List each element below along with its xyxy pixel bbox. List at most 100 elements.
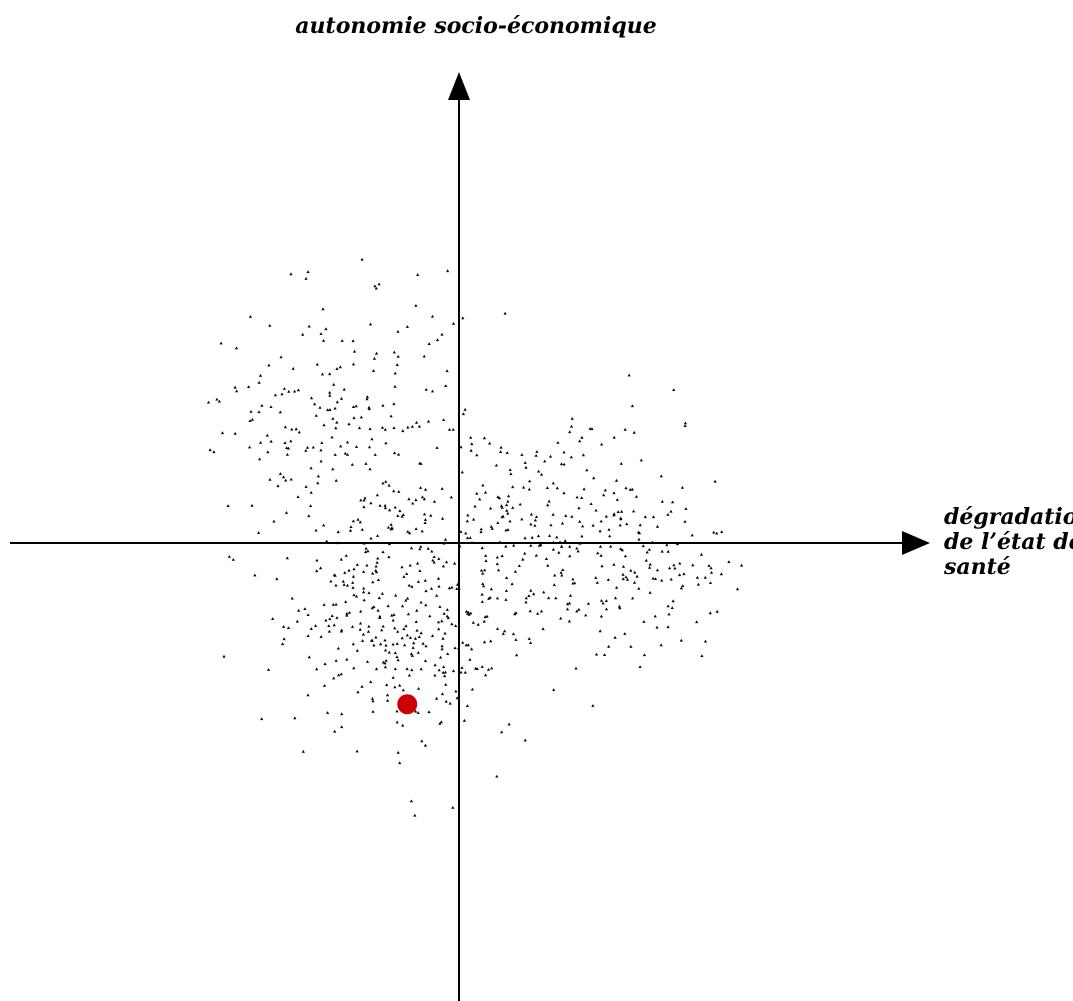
data-point xyxy=(364,550,368,554)
data-point xyxy=(691,563,695,567)
data-point xyxy=(247,385,251,388)
data-point xyxy=(599,519,603,523)
data-point xyxy=(577,607,581,611)
data-point xyxy=(362,505,366,509)
data-point xyxy=(396,751,400,754)
data-point xyxy=(336,541,340,545)
data-point xyxy=(407,673,411,677)
data-point xyxy=(575,609,579,613)
data-point xyxy=(366,549,370,553)
data-point xyxy=(414,709,418,713)
data-point xyxy=(289,439,293,443)
data-point xyxy=(374,286,378,290)
data-point xyxy=(426,546,430,550)
data-point xyxy=(512,543,516,547)
data-point xyxy=(401,723,405,727)
data-point xyxy=(333,574,337,577)
data-point xyxy=(647,548,651,551)
data-point xyxy=(480,600,484,603)
data-point xyxy=(369,501,373,505)
data-point xyxy=(580,496,584,499)
data-point xyxy=(422,354,426,358)
data-point xyxy=(392,402,396,406)
data-point xyxy=(681,584,685,588)
data-point xyxy=(683,520,687,523)
data-point xyxy=(359,498,363,502)
data-point xyxy=(273,393,277,397)
data-point xyxy=(432,560,436,564)
data-point xyxy=(339,629,343,633)
data-point xyxy=(257,531,261,534)
data-point xyxy=(386,698,390,702)
data-point xyxy=(419,631,423,635)
data-point xyxy=(521,557,525,561)
data-point xyxy=(334,478,338,482)
data-point xyxy=(684,507,688,510)
y-axis-label: autonomie socio-économique xyxy=(295,13,656,39)
data-point xyxy=(609,544,613,548)
data-point xyxy=(280,392,284,396)
data-point xyxy=(362,598,366,602)
data-point xyxy=(343,571,347,574)
data-point xyxy=(437,557,441,560)
data-point xyxy=(552,688,556,691)
data-point xyxy=(363,496,367,500)
data-point xyxy=(368,427,372,431)
data-point xyxy=(393,685,397,689)
data-point xyxy=(442,665,446,669)
data-point xyxy=(699,552,703,556)
data-point xyxy=(338,365,342,369)
data-point xyxy=(248,315,252,318)
data-point xyxy=(410,654,414,657)
data-point xyxy=(374,351,379,355)
data-point xyxy=(370,697,374,700)
data-point xyxy=(580,435,584,439)
data-point xyxy=(428,614,432,618)
data-point xyxy=(719,572,723,576)
data-point xyxy=(374,635,378,639)
data-point xyxy=(379,642,383,646)
data-point xyxy=(536,612,540,615)
data-point xyxy=(393,651,397,655)
data-point xyxy=(497,496,502,500)
data-point xyxy=(544,557,548,560)
data-point xyxy=(406,530,410,533)
data-point xyxy=(222,654,226,658)
data-point xyxy=(360,528,364,531)
data-point xyxy=(495,555,499,559)
data-point xyxy=(415,608,419,612)
data-point xyxy=(391,618,395,622)
data-point xyxy=(364,462,368,465)
data-point xyxy=(464,609,468,613)
data-point xyxy=(391,642,395,646)
data-point xyxy=(533,518,537,522)
data-point xyxy=(594,508,598,512)
data-point xyxy=(483,568,487,572)
data-point xyxy=(347,422,351,426)
data-point xyxy=(653,614,657,618)
data-point xyxy=(715,531,719,535)
data-point xyxy=(334,602,338,606)
data-point xyxy=(406,425,410,429)
data-point xyxy=(695,575,699,579)
data-point xyxy=(560,521,565,525)
data-point xyxy=(679,586,683,590)
data-point xyxy=(287,389,291,393)
data-point xyxy=(426,419,431,423)
data-point xyxy=(475,491,479,495)
data-point xyxy=(315,569,319,573)
data-point xyxy=(435,696,439,700)
data-point xyxy=(524,600,528,604)
data-point xyxy=(435,446,439,449)
data-point xyxy=(324,327,328,331)
data-point xyxy=(400,565,404,569)
data-point xyxy=(383,506,387,510)
data-point xyxy=(388,508,392,512)
data-point xyxy=(359,415,363,419)
data-point xyxy=(469,435,473,439)
data-point xyxy=(459,445,463,449)
data-point xyxy=(361,632,365,636)
data-point xyxy=(528,609,532,613)
data-point xyxy=(331,417,335,420)
data-point xyxy=(418,569,422,572)
